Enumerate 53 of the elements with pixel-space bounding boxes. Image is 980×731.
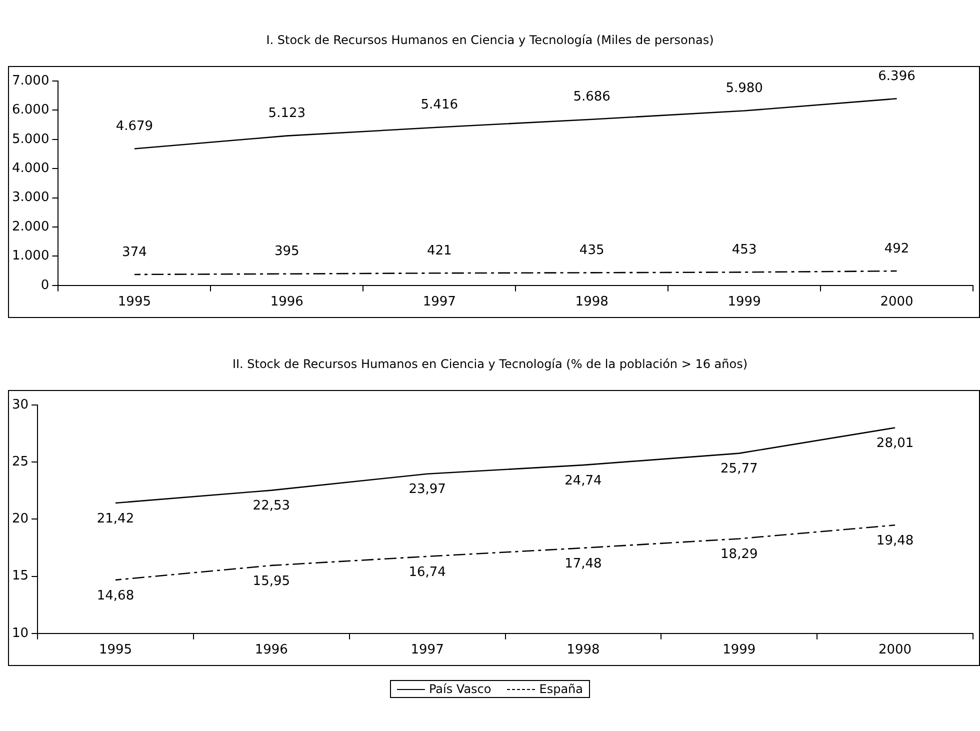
y-tick-label: 1.000 [12,248,50,264]
y-tick-label: 2.000 [12,219,50,234]
data-label: 18,29 [720,547,758,562]
data-label: 5.686 [573,90,610,105]
x-tick-label: 1997 [422,294,456,310]
data-label: 23,97 [408,482,446,498]
legend-label: País Vasco [428,682,492,696]
chart-title: II. Stock de Recursos Humanos en Ciencia y Tecnología (% de la población > 16 años) [231,356,749,373]
y-tick-label: 6.000 [12,102,50,118]
x-tick-label: 1999 [728,294,761,310]
x-tick-label: 2000 [878,642,912,658]
y-tick-label: 20 [12,512,29,527]
data-label: 421 [426,243,452,258]
data-label: 22,53 [252,498,290,514]
y-tick-label: 10 [12,626,29,641]
data-label: 16,74 [408,564,446,580]
y-tick-label: 3.000 [12,190,50,206]
data-label: 435 [579,243,604,258]
y-tick-label: 0 [40,278,50,293]
data-label: 15,95 [252,574,290,589]
data-label: 5.980 [726,81,763,96]
data-label: 28,01 [876,436,914,452]
y-tick-label: 15 [12,568,29,584]
x-tick-label: 1996 [270,294,304,310]
data-label: 4.679 [116,119,154,134]
x-tick-label: 1996 [254,642,288,658]
y-tick-label: 25 [12,454,29,470]
data-label: 6.396 [878,69,916,84]
data-label: 25,77 [720,462,758,477]
data-label: 492 [884,241,910,256]
y-tick-label: 4.000 [12,160,50,176]
data-label: 21,42 [96,511,134,526]
x-tick-label: 1999 [722,642,756,658]
y-tick-label: 30 [12,397,29,412]
x-tick-label: 2000 [880,294,914,310]
data-label: 5.123 [268,106,306,122]
x-tick-label: 1998 [575,294,608,310]
data-label: 374 [122,244,147,260]
x-tick-label: 1995 [98,642,132,658]
data-label: 5.416 [420,98,458,113]
y-tick-label: 7.000 [12,73,50,88]
data-label: 453 [732,242,757,258]
data-label: 24,74 [564,473,602,488]
x-tick-label: 1997 [410,642,444,658]
data-label: 395 [274,244,300,260]
data-label: 14,68 [96,588,134,604]
x-tick-label: 1995 [118,294,151,310]
x-tick-label: 1998 [566,642,600,658]
legend-label: España [539,682,584,696]
data-label: 17,48 [564,556,602,572]
chart-title: I. Stock de Recursos Humanos en Ciencia y Tecnología (Miles de personas) [265,32,715,49]
y-tick-label: 5.000 [12,132,50,147]
data-label: 19,48 [876,534,914,549]
